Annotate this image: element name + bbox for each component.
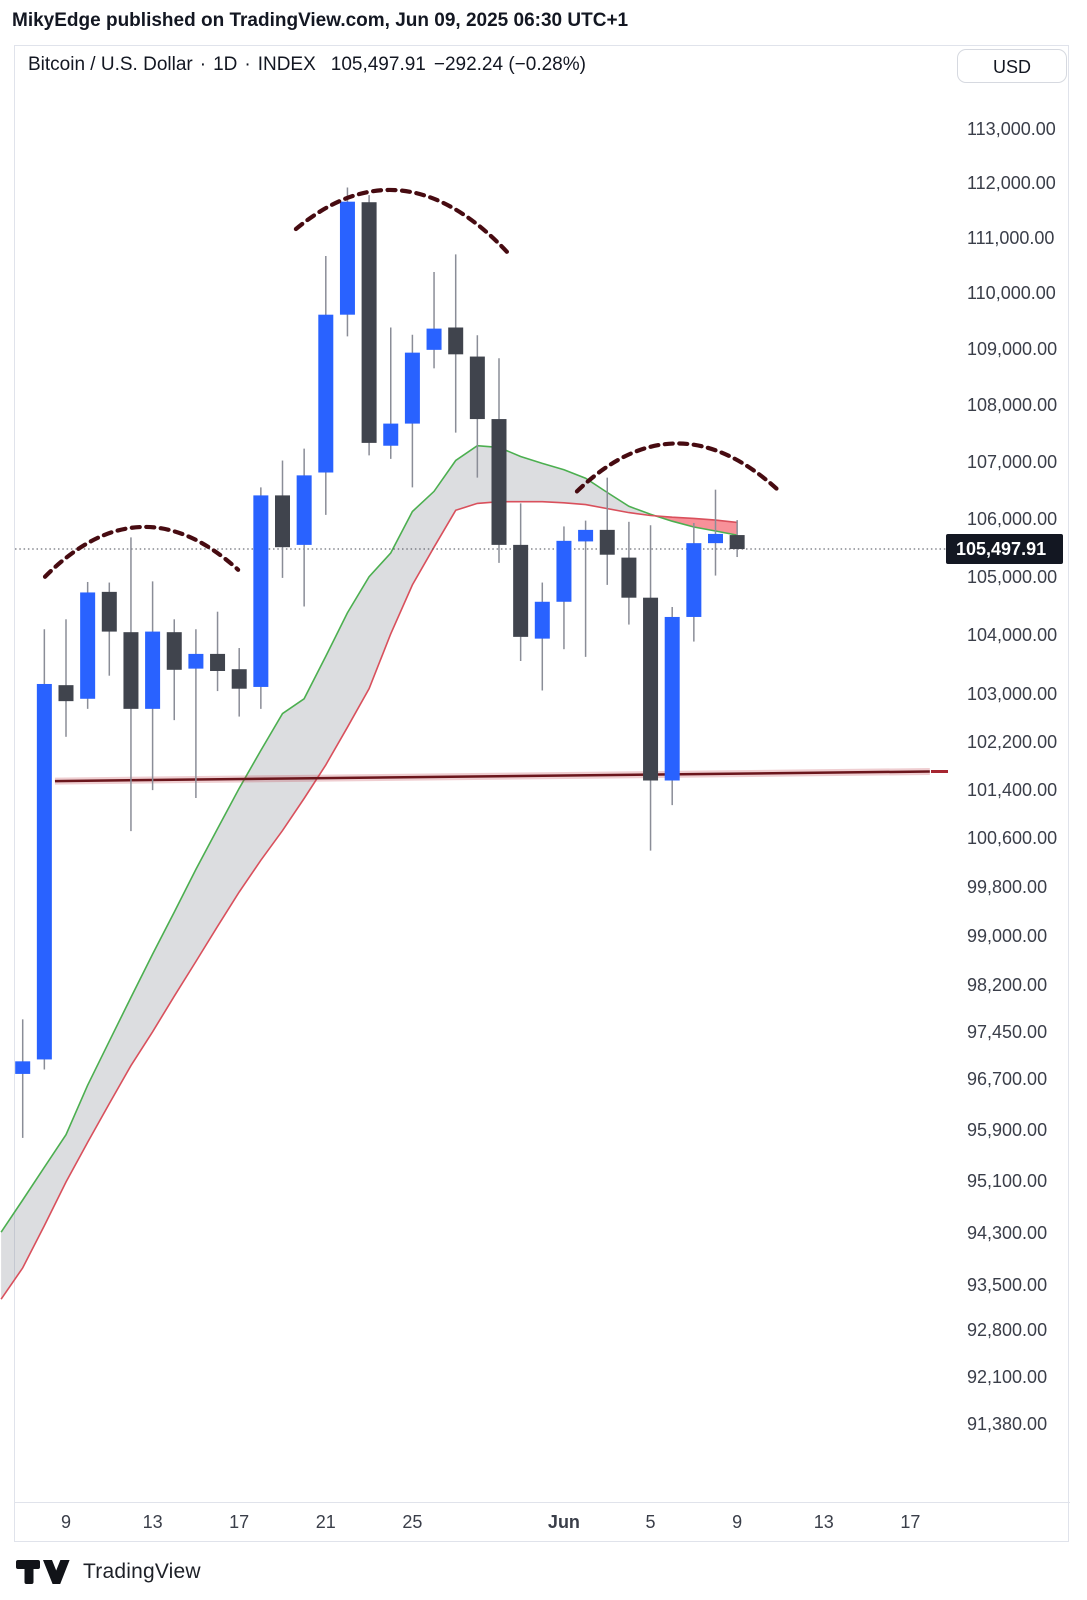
- candle-body-up: [339, 201, 355, 315]
- candle-body-down: [166, 632, 182, 670]
- candle-body-down: [491, 419, 507, 545]
- price-axis-label: 99,800.00: [967, 876, 1048, 897]
- price-axis-label: 102,200.00: [967, 731, 1058, 752]
- candle-body-up: [318, 314, 334, 473]
- chart-legend: Bitcoin / U.S. Dollar · 1D · INDEX 105,497.91…: [28, 54, 586, 76]
- price-axis-label: 101,400.00: [967, 779, 1058, 800]
- price-axis-label: 106,000.00: [967, 509, 1058, 530]
- candle-body-down: [643, 597, 659, 781]
- time-axis-label: 21: [315, 1512, 336, 1532]
- candle-body-down: [513, 544, 529, 637]
- symbol-title: Bitcoin / U.S. Dollar: [28, 54, 193, 75]
- trendline: [54, 770, 930, 783]
- candle-body-up: [383, 423, 399, 446]
- current-price-tag: 105,497.91: [946, 534, 1063, 565]
- dashed-arc-annotation: [293, 187, 512, 257]
- price-axis-label: 92,800.00: [967, 1320, 1048, 1341]
- ribbon-slow-line: [0, 500, 738, 1300]
- price-axis-label: 95,100.00: [967, 1170, 1048, 1191]
- time-axis-label: 17: [900, 1512, 921, 1532]
- time-axis-label: 13: [813, 1512, 834, 1532]
- price-axis-label: 112,000.00: [967, 173, 1056, 194]
- price-axis-label: 113,000.00: [967, 119, 1056, 139]
- footer-brand-text: TradingView: [83, 1560, 201, 1583]
- candle-body-down: [448, 327, 464, 355]
- candle-body-up: [253, 495, 269, 687]
- candle-body-up: [404, 352, 420, 424]
- price-axis-label: 94,300.00: [967, 1222, 1048, 1243]
- price-axis-label: 96,700.00: [967, 1069, 1048, 1090]
- candle-body-down: [101, 591, 117, 632]
- legend-separator: ·: [244, 54, 251, 75]
- time-axis-label: 9: [732, 1512, 743, 1532]
- candle-body-down: [231, 669, 247, 689]
- candle-body-up: [80, 592, 96, 699]
- dashed-arc-annotation: [574, 441, 781, 494]
- time-axis-label: 13: [142, 1512, 163, 1532]
- candle-body-down: [469, 356, 485, 420]
- price-axis-label: 93,500.00: [967, 1274, 1048, 1295]
- candle-body-up: [426, 328, 442, 350]
- price-axis-label: 91,380.00: [967, 1414, 1048, 1435]
- price-axis-label: 95,900.00: [967, 1119, 1048, 1140]
- candle-body-down: [58, 685, 74, 702]
- time-axis-label: 9: [60, 1512, 72, 1532]
- candle-body-up: [686, 543, 702, 617]
- price-axis-label: 105,000.00: [967, 566, 1058, 587]
- attribution-text: MikyEdge published on TradingView.com, J…: [12, 10, 629, 31]
- currency-toggle-button[interactable]: USD: [957, 49, 1067, 83]
- time-axis-label: 25: [402, 1512, 423, 1532]
- price-axis-label: 92,100.00: [967, 1366, 1048, 1387]
- legend-change: −292.24 (−0.28%): [433, 54, 586, 75]
- legend-separator: ·: [199, 54, 207, 75]
- price-axis-label: 103,000.00: [967, 684, 1058, 705]
- time-axis-separator: [14, 1502, 1070, 1503]
- ribbon-fast-line: [0, 444, 738, 1233]
- footer: TradingView: [16, 1560, 201, 1584]
- exchange-label: INDEX: [257, 54, 316, 75]
- price-axis-label: 97,450.00: [967, 1022, 1048, 1043]
- price-axis-label: 108,000.00: [967, 395, 1058, 416]
- dashed-arc-annotation: [42, 524, 241, 579]
- candle-body-up: [296, 475, 312, 545]
- price-axis-label: 110,000.00: [967, 283, 1056, 304]
- candle-body-up: [145, 631, 161, 709]
- candle-body-down: [123, 632, 139, 709]
- time-axis-label: 5: [645, 1512, 656, 1532]
- price-axis-label: 109,000.00: [967, 338, 1058, 359]
- price-axis-label: 107,000.00: [967, 451, 1058, 472]
- candle-body-down: [361, 202, 377, 443]
- candle-body-up: [188, 653, 204, 669]
- candle-body-up: [708, 533, 723, 544]
- candle-body-up: [578, 529, 594, 542]
- candle-body-up: [664, 616, 680, 781]
- price-axis-label: 99,000.00: [967, 925, 1048, 946]
- time-axis-label: 17: [229, 1512, 250, 1532]
- candle-body-up: [15, 1061, 31, 1074]
- legend-last-price: 105,497.91: [330, 54, 426, 75]
- candle-body-down: [210, 653, 226, 671]
- price-axis-label: 98,200.00: [967, 975, 1048, 996]
- price-axis-label: 111,000.00: [967, 227, 1055, 248]
- candle-body-down: [621, 557, 637, 598]
- tradingview-logo-icon: [16, 1560, 70, 1584]
- candle-body-up: [36, 683, 52, 1060]
- time-axis-label: Jun: [547, 1512, 580, 1532]
- candle-body-up: [534, 601, 550, 639]
- candle-body-down: [599, 529, 615, 555]
- interval-label: 1D: [213, 54, 238, 75]
- candle-body-down: [275, 495, 290, 548]
- price-axis-label: 104,000.00: [967, 625, 1058, 646]
- price-axis-label: 100,600.00: [967, 828, 1058, 849]
- candle-body-down: [729, 535, 745, 550]
- candle-body-up: [556, 540, 572, 602]
